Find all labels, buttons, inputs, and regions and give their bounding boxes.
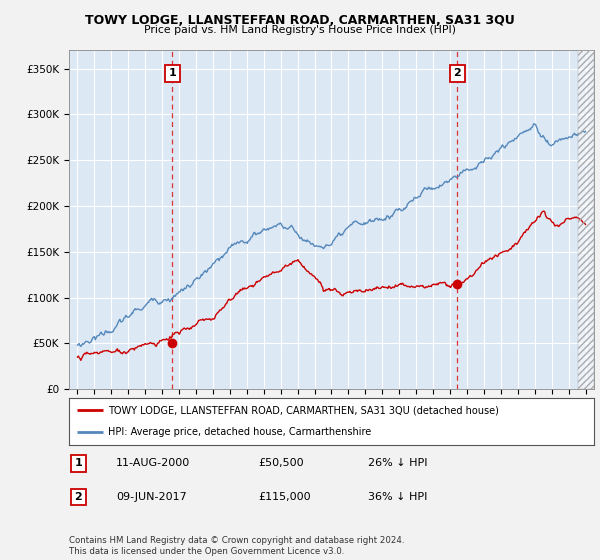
Text: 1: 1: [169, 68, 176, 78]
Text: TOWY LODGE, LLANSTEFFAN ROAD, CARMARTHEN, SA31 3QU: TOWY LODGE, LLANSTEFFAN ROAD, CARMARTHEN…: [85, 14, 515, 27]
Text: 26% ↓ HPI: 26% ↓ HPI: [368, 459, 428, 468]
Text: 1: 1: [74, 459, 82, 468]
Text: 11-AUG-2000: 11-AUG-2000: [116, 459, 191, 468]
Text: TOWY LODGE, LLANSTEFFAN ROAD, CARMARTHEN, SA31 3QU (detached house): TOWY LODGE, LLANSTEFFAN ROAD, CARMARTHEN…: [109, 405, 499, 416]
Text: Contains HM Land Registry data © Crown copyright and database right 2024.
This d: Contains HM Land Registry data © Crown c…: [69, 536, 404, 556]
Text: 2: 2: [454, 68, 461, 78]
Text: £50,500: £50,500: [258, 459, 304, 468]
Text: £115,000: £115,000: [258, 492, 311, 502]
Text: 2: 2: [74, 492, 82, 502]
Text: HPI: Average price, detached house, Carmarthenshire: HPI: Average price, detached house, Carm…: [109, 427, 371, 437]
Text: Price paid vs. HM Land Registry's House Price Index (HPI): Price paid vs. HM Land Registry's House …: [144, 25, 456, 35]
Text: 09-JUN-2017: 09-JUN-2017: [116, 492, 187, 502]
Text: 36% ↓ HPI: 36% ↓ HPI: [368, 492, 428, 502]
